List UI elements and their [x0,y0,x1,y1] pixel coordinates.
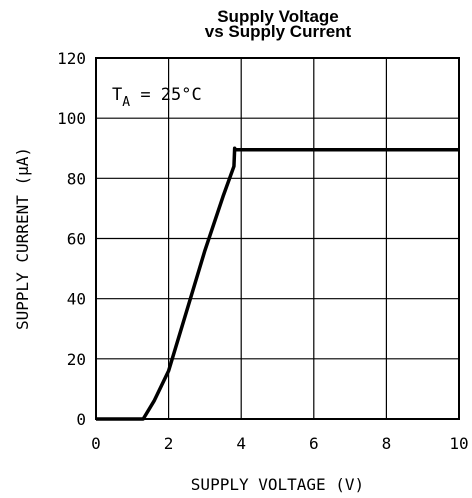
chart-title: Supply Voltage [217,7,339,26]
temperature-annotation: TA = 25°C [112,85,202,110]
chart-subtitle: vs Supply Current [204,22,352,41]
grid [96,58,459,419]
x-tick-label: 10 [449,434,468,453]
annotation-suffix: = 25°C [130,85,202,105]
y-tick-label: 120 [57,49,86,68]
x-axis-title: SUPPLY VOLTAGE (V) [191,475,364,494]
x-tick-label: 6 [309,434,319,453]
y-tick-label: 40 [67,290,86,309]
annotation-prefix: T [112,85,122,105]
x-tick-label: 8 [382,434,392,453]
x-tick-label: 0 [91,434,101,453]
x-tick-label: 4 [236,434,246,453]
annotation-subscript: A [122,95,130,110]
temperature-annotation-text: TA = 25°C [112,85,202,110]
y-tick-label: 20 [67,350,86,369]
x-tick-label: 2 [164,434,174,453]
series-line [96,146,459,421]
y-tick-label: 60 [67,230,86,249]
y-tick-label: 80 [67,169,86,188]
y-tick-label: 0 [76,410,86,429]
series-group [96,146,459,421]
y-axis-title: SUPPLY CURRENT (μA) [13,147,32,330]
plot-frame [95,57,460,420]
y-tick-label: 100 [57,109,86,128]
